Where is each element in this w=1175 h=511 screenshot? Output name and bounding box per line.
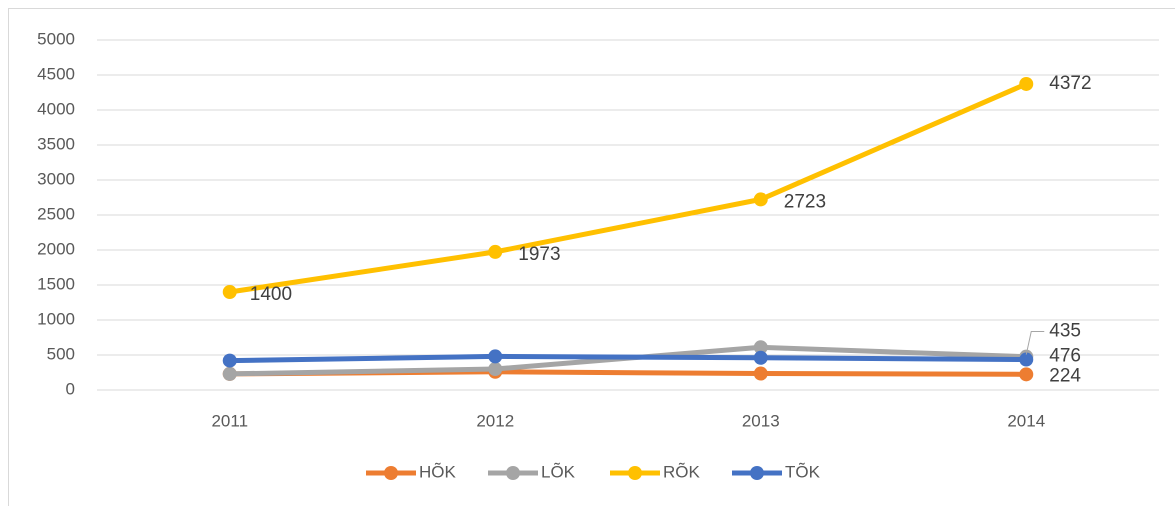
- data-label: 1973: [518, 244, 560, 265]
- data-point: [754, 351, 768, 365]
- data-point: [754, 192, 768, 206]
- x-tick-label: 2014: [1007, 411, 1045, 430]
- y-tick-label: 5000: [37, 29, 75, 48]
- data-label: 435: [1049, 321, 1081, 342]
- x-tick-label: 2011: [211, 411, 248, 430]
- legend-marker: [628, 466, 642, 480]
- y-tick-label: 2500: [37, 204, 75, 223]
- legend-label: HÕK: [419, 462, 457, 481]
- y-tick-label: 4000: [37, 99, 75, 118]
- y-tick-label: 0: [66, 379, 75, 398]
- data-label: 476: [1049, 346, 1081, 367]
- x-tick-label: 2013: [742, 411, 780, 430]
- legend-marker: [750, 466, 764, 480]
- y-tick-label: 3000: [37, 169, 75, 188]
- data-point: [223, 354, 237, 368]
- data-point: [488, 349, 502, 363]
- data-point: [1019, 77, 1033, 91]
- series-line: [230, 84, 1027, 292]
- legend-label: TÕK: [785, 462, 821, 481]
- y-tick-label: 1500: [37, 274, 75, 293]
- legend-label: LÕK: [541, 462, 576, 481]
- data-point: [488, 362, 502, 376]
- data-label: 1400: [250, 284, 292, 305]
- y-tick-label: 3500: [37, 134, 75, 153]
- x-tick-label: 2012: [476, 411, 514, 430]
- data-point: [1019, 367, 1033, 381]
- data-label: 2723: [784, 191, 826, 212]
- data-point: [754, 367, 768, 381]
- data-point: [1019, 353, 1033, 367]
- data-label: 224: [1049, 365, 1081, 386]
- data-point: [488, 245, 502, 259]
- y-tick-label: 1000: [37, 309, 75, 328]
- y-tick-label: 4500: [37, 64, 75, 83]
- legend-label: RÕK: [663, 462, 701, 481]
- legend-marker: [384, 466, 398, 480]
- data-point: [223, 285, 237, 299]
- y-tick-label: 500: [47, 344, 75, 363]
- legend-marker: [506, 466, 520, 480]
- data-label: 4372: [1049, 73, 1091, 94]
- data-point: [223, 367, 237, 381]
- chart-border: [9, 9, 1175, 507]
- y-tick-label: 2000: [37, 239, 75, 258]
